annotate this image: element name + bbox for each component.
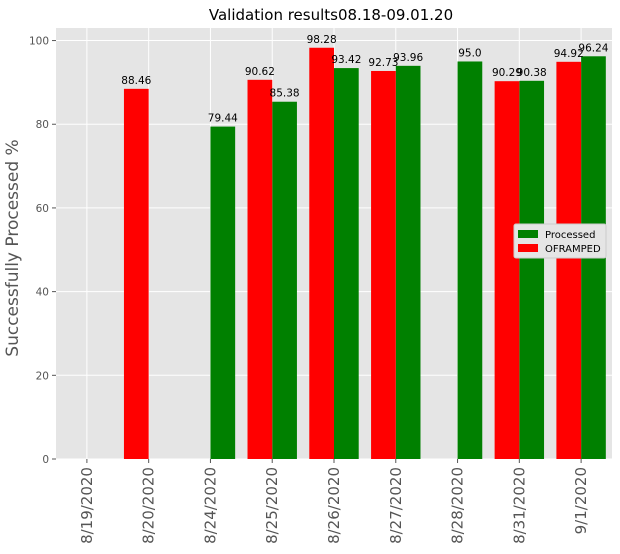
x-tick-label: 8/31/2020 [510,467,528,544]
bar-processed-2 [210,126,236,459]
data-label-oframped-5: 92.73 [368,57,398,69]
plot-area: 0 20 40 60 80 100 79.44 85.38 93.42 93.96 95.0 90.3… [29,28,612,544]
bar-processed-7 [519,80,545,460]
data-label-processed-2: 79.44 [208,113,238,125]
y-tick-label: 80 [36,119,49,131]
data-label-processed-7: 90.38 [517,67,547,79]
y-tick-label: 40 [36,287,49,299]
data-label-processed-3: 85.38 [270,88,300,100]
x-tick-label: 8/28/2020 [449,467,467,544]
chart-title: Validation results08.18-09.01.20 [209,6,453,24]
y-tick-label: 60 [36,203,49,215]
bar-oframped-1 [123,88,149,459]
bar-processed-6 [457,61,483,459]
data-label-processed-6: 95.0 [458,47,481,59]
x-tick-label: 8/19/2020 [78,467,96,544]
bar-oframped-5 [371,70,396,460]
x-tick-label: 8/27/2020 [387,467,405,544]
y-tick-label: 100 [29,36,49,48]
y-tick-label: 0 [42,454,49,466]
data-label-processed-8: 96.24 [578,42,608,54]
y-axis-label: Successfully Processed % [3,139,23,356]
data-label-oframped-7: 90.29 [492,67,522,79]
x-tick-label: 8/25/2020 [263,467,281,544]
x-tick-label: 8/20/2020 [140,467,158,544]
x-tick-label: 8/24/2020 [201,467,219,544]
legend: Processed OFRAMPED [513,223,607,259]
legend-label-oframped: OFRAMPED [545,244,601,255]
bar-oframped-4 [309,47,334,460]
bar-processed-3 [272,101,297,460]
data-label-processed-4: 93.42 [331,54,361,66]
bar-oframped-8 [556,61,582,459]
data-label-oframped-1: 88.46 [121,75,151,87]
bar-processed-5 [395,65,421,459]
data-label-oframped-3: 90.62 [245,66,275,78]
x-tick-label: 9/1/2020 [572,467,590,534]
x-tick-label: 8/26/2020 [325,467,343,544]
bar-processed-4 [334,68,359,459]
legend-swatch-oframped [518,244,538,252]
y-tick-label: 20 [36,370,49,382]
data-label-oframped-8: 94.92 [554,48,584,60]
bar-oframped-7 [494,81,520,459]
legend-swatch-processed [518,230,538,238]
legend-label-processed: Processed [545,230,595,241]
data-label-processed-5: 93.96 [393,52,423,64]
data-label-oframped-4: 98.28 [307,34,337,46]
bar-oframped-3 [247,79,273,460]
